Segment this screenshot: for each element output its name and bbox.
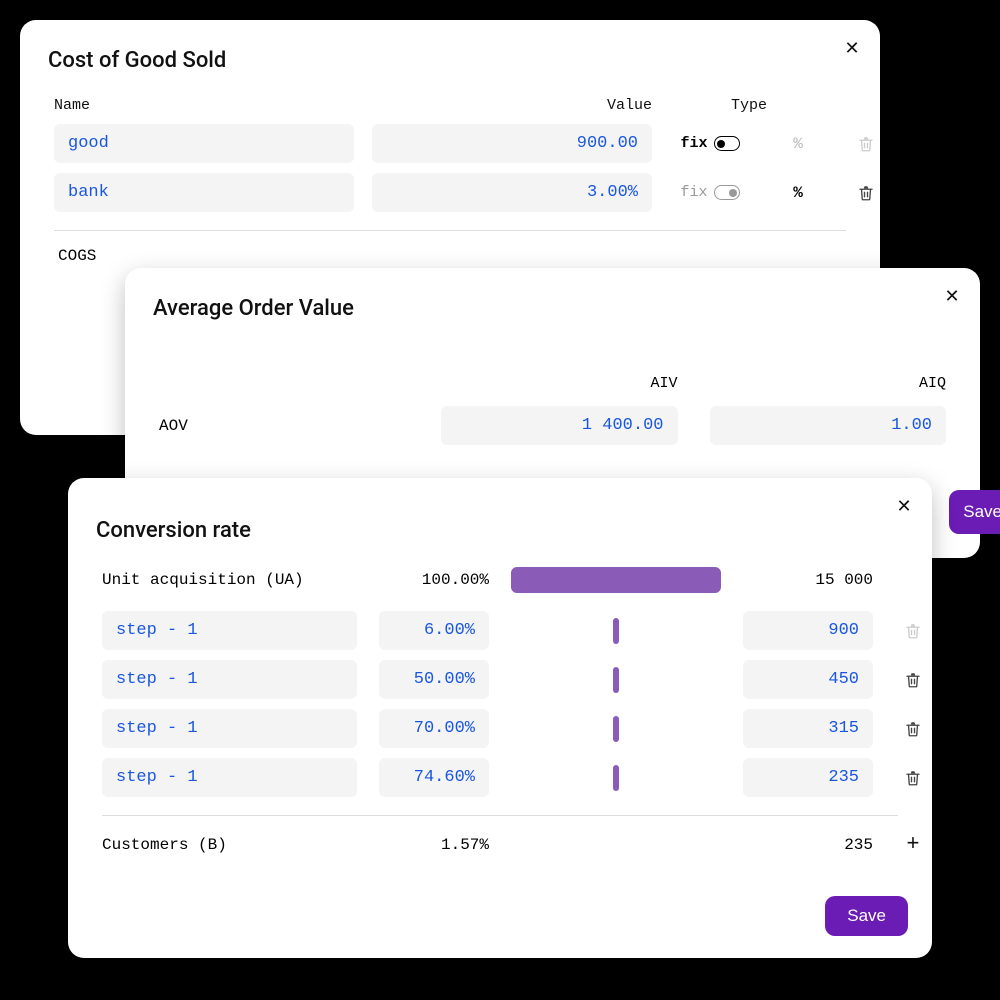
trash-icon[interactable] — [895, 769, 931, 787]
trash-icon[interactable] — [895, 720, 931, 738]
step-name-input[interactable]: step - 1 — [102, 660, 357, 699]
customers-pct: 1.57% — [379, 836, 489, 854]
step-name-input[interactable]: step - 1 — [102, 709, 357, 748]
close-icon[interactable]: ✕ — [892, 494, 916, 518]
value-input[interactable]: 900.00 — [372, 124, 652, 163]
aov-row: AOV 1 400.00 1.00 — [153, 406, 952, 445]
cogs-table-header: Name Value Type — [48, 97, 852, 124]
step-pct-input[interactable]: 74.60% — [379, 758, 489, 797]
ua-label: Unit acquisition (UA) — [102, 571, 357, 589]
add-step-button[interactable]: + — [895, 832, 931, 857]
step-bar — [511, 618, 721, 644]
divider — [102, 815, 898, 816]
cogs-footer-label: COGS — [48, 243, 852, 269]
cogs-title: Cost of Good Sold — [48, 48, 852, 73]
close-icon[interactable]: ✕ — [940, 284, 964, 308]
aov-title: Average Order Value — [153, 296, 952, 321]
step-pct-input[interactable]: 70.00% — [379, 709, 489, 748]
aov-table-header: AIV AIQ — [153, 345, 952, 406]
trash-icon — [895, 622, 931, 640]
cr-ua-row: Unit acquisition (UA) 100.00% 15 000 — [96, 567, 904, 593]
save-button[interactable]: Save — [825, 896, 908, 936]
col-aiq: AIQ — [710, 375, 947, 392]
col-type: Type — [670, 97, 828, 114]
save-button[interactable]: Save — [949, 490, 1000, 534]
aiv-input[interactable]: 1 400.00 — [441, 406, 678, 445]
name-input[interactable]: good — [54, 124, 354, 163]
cr-footer-row: Customers (B) 1.57% 235 + — [96, 828, 904, 857]
col-aiv: AIV — [441, 375, 678, 392]
fix-toggle[interactable]: fix — [670, 184, 750, 201]
customers-count: 235 — [743, 836, 873, 854]
trash-icon[interactable] — [846, 184, 886, 202]
step-count-input[interactable]: 315 — [743, 709, 873, 748]
ua-bar — [511, 567, 721, 593]
step-count-input[interactable]: 450 — [743, 660, 873, 699]
trash-icon — [846, 135, 886, 153]
table-row: good 900.00 fix% — [48, 124, 852, 163]
cr-title: Conversion rate — [96, 518, 904, 543]
table-row: step - 1 74.60% 235 — [96, 758, 904, 797]
fix-toggle[interactable]: fix — [670, 135, 750, 152]
customers-label: Customers (B) — [102, 836, 357, 854]
table-row: step - 1 50.00% 450 — [96, 660, 904, 699]
divider — [54, 230, 846, 231]
ua-bar-fill — [511, 567, 721, 593]
step-pct-input[interactable]: 6.00% — [379, 611, 489, 650]
step-bar — [511, 667, 721, 693]
ua-pct: 100.00% — [379, 571, 489, 589]
table-row: step - 1 6.00% 900 — [96, 611, 904, 650]
step-bar — [511, 765, 721, 791]
percent-toggle[interactable]: % — [768, 184, 828, 202]
step-name-input[interactable]: step - 1 — [102, 758, 357, 797]
trash-icon[interactable] — [895, 671, 931, 689]
col-name: Name — [54, 97, 354, 114]
step-count-input[interactable]: 235 — [743, 758, 873, 797]
aiq-input[interactable]: 1.00 — [710, 406, 947, 445]
col-value: Value — [372, 97, 652, 114]
table-row: bank 3.00% fix% — [48, 173, 852, 212]
ua-count: 15 000 — [743, 571, 873, 589]
percent-toggle[interactable]: % — [768, 135, 828, 153]
name-input[interactable]: bank — [54, 173, 354, 212]
step-count-input[interactable]: 900 — [743, 611, 873, 650]
step-pct-input[interactable]: 50.00% — [379, 660, 489, 699]
table-row: step - 1 70.00% 315 — [96, 709, 904, 748]
step-name-input[interactable]: step - 1 — [102, 611, 357, 650]
aov-row-label: AOV — [159, 417, 409, 435]
conversion-rate-card: ✕ Conversion rate Unit acquisition (UA) … — [68, 478, 932, 958]
value-input[interactable]: 3.00% — [372, 173, 652, 212]
step-bar — [511, 716, 721, 742]
close-icon[interactable]: ✕ — [840, 36, 864, 60]
